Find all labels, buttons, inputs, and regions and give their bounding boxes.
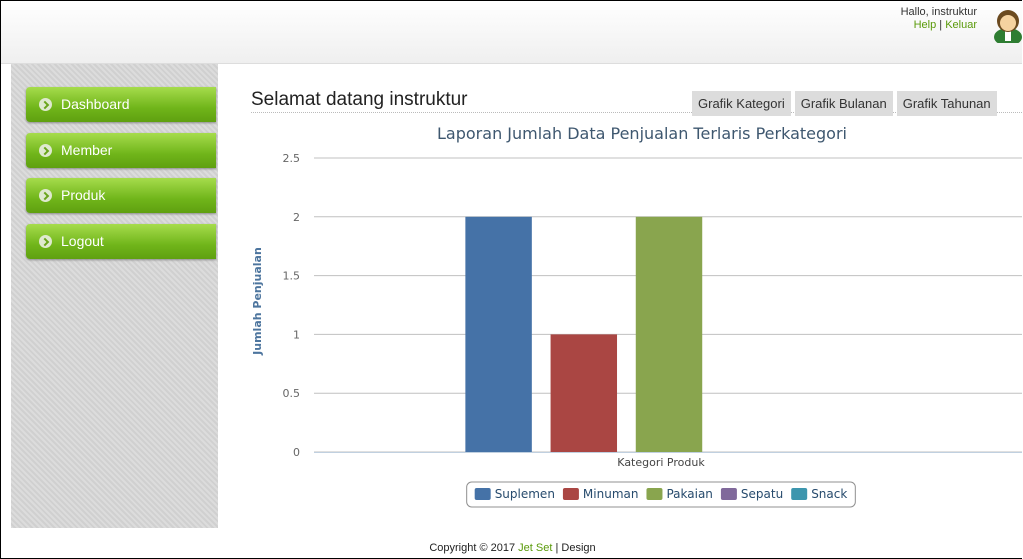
footer-suffix: Design xyxy=(561,542,595,554)
chart: Laporan Jumlah Data Penjualan Terlaris P… xyxy=(218,64,1022,528)
legend-label: Sepatu xyxy=(741,487,783,501)
legend-label: Minuman xyxy=(583,487,639,501)
y-tick-label: 0.5 xyxy=(283,387,301,400)
tab-button[interactable]: Grafik Bulanan xyxy=(795,91,893,116)
main-panel: Selamat datang instruktur Laporan Jumlah… xyxy=(218,64,1022,528)
y-tick-label: 1 xyxy=(293,328,300,341)
footer-link[interactable]: Jet Set xyxy=(518,542,552,554)
legend-swatch xyxy=(475,488,491,500)
header: Hallo, instruktur Help | Keluar xyxy=(1,1,1022,64)
bar xyxy=(465,217,531,452)
menu-item[interactable]: Produk xyxy=(26,178,216,213)
menu-label: Member xyxy=(61,133,112,168)
copyright: Copyright © 2017 xyxy=(429,542,515,554)
x-axis-title: Kategori Produk xyxy=(617,456,705,469)
logout-link[interactable]: Keluar xyxy=(945,19,977,31)
avatar xyxy=(991,7,1022,43)
y-tick-label: 2.5 xyxy=(283,152,301,165)
footer: Copyright © 2017 Jet Set | Design xyxy=(1,542,1022,554)
sidebar: Dashboard Member Produk Logout xyxy=(11,64,218,528)
legend-swatch xyxy=(721,488,737,500)
separator: | xyxy=(939,19,942,31)
legend-swatch xyxy=(791,488,807,500)
tab-button[interactable]: Grafik Tahunan xyxy=(897,91,997,116)
tab-button[interactable]: Grafik Kategori xyxy=(692,91,791,116)
legend-label: Snack xyxy=(811,487,847,501)
y-tick-label: 2 xyxy=(293,211,300,224)
legend-swatch xyxy=(646,488,662,500)
frame: Hallo, instruktur Help | Keluar Dashboar… xyxy=(0,0,1022,559)
menu-item[interactable]: Dashboard xyxy=(26,87,216,122)
greeting: Hallo, instruktur xyxy=(901,6,977,19)
user-links: Help | Keluar xyxy=(901,19,977,32)
legend-swatch xyxy=(563,488,579,500)
menu-icon xyxy=(39,189,52,202)
help-link[interactable]: Help xyxy=(914,19,937,31)
menu-label: Logout xyxy=(61,224,104,259)
y-axis-title: Jumlah Penjualan xyxy=(251,247,264,356)
menu-icon xyxy=(39,235,52,248)
legend-label: Suplemen xyxy=(495,487,555,501)
separator: | xyxy=(555,542,558,554)
legend-label: Pakaian xyxy=(666,487,712,501)
menu-item[interactable]: Member xyxy=(26,133,216,168)
menu-label: Produk xyxy=(61,178,105,213)
y-tick-label: 1.5 xyxy=(283,270,301,283)
chart-title: Laporan Jumlah Data Penjualan Terlaris P… xyxy=(437,124,847,143)
menu-icon xyxy=(39,144,52,157)
page: Hallo, instruktur Help | Keluar Dashboar… xyxy=(0,0,1023,559)
bar xyxy=(636,217,702,452)
bar xyxy=(551,334,617,452)
user-box: Hallo, instruktur Help | Keluar xyxy=(901,6,977,32)
menu-icon xyxy=(39,98,52,111)
menu-label: Dashboard xyxy=(61,87,130,122)
menu-item[interactable]: Logout xyxy=(26,224,216,259)
y-tick-label: 0 xyxy=(293,446,300,459)
